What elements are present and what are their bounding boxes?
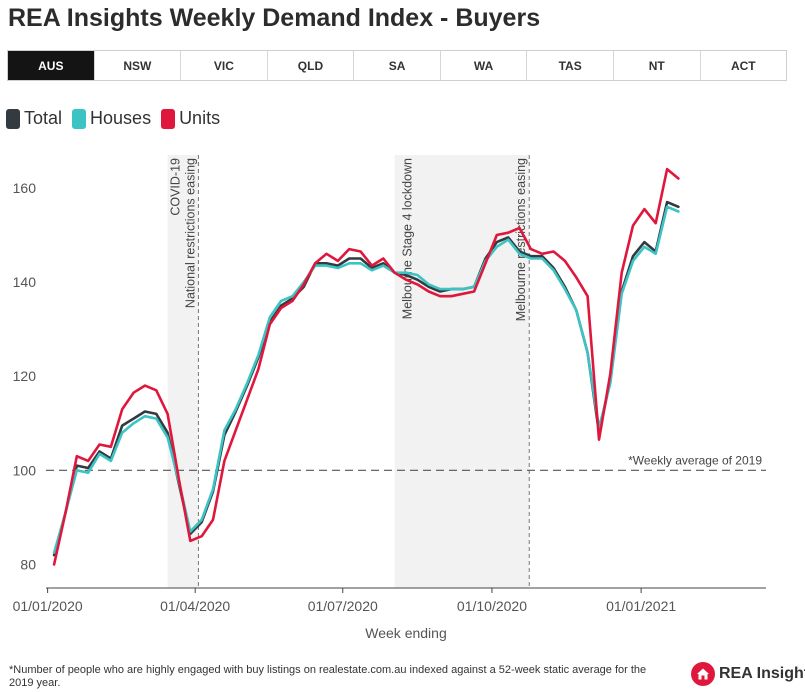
tab-nsw[interactable]: NSW: [95, 51, 182, 80]
chart-legend: Total Houses Units: [6, 108, 230, 129]
series-line-total: [52, 200, 680, 557]
event-label-2: Melbourne Stage 4 lockdown: [401, 158, 415, 319]
reference-line: *Weekly average of 2019: [46, 453, 766, 471]
legend-label-units: Units: [179, 108, 221, 128]
footnote: *Number of people who are highly engaged…: [9, 664, 647, 689]
state-tabs: AUS NSW VIC QLD SA WA TAS NT ACT: [7, 50, 787, 81]
y-tick-label: 160: [13, 180, 37, 196]
legend-item-total[interactable]: Total: [6, 108, 62, 129]
tab-tas[interactable]: TAS: [527, 51, 614, 80]
shaded-period-0: [167, 155, 199, 588]
tab-aus[interactable]: AUS: [8, 51, 95, 80]
event-label-line: COVID-19: [168, 158, 182, 216]
series-line-houses: [52, 205, 680, 555]
tab-nt[interactable]: NT: [614, 51, 701, 80]
tab-qld[interactable]: QLD: [268, 51, 355, 80]
event-label-line: Melbourne restrictions easing: [514, 158, 528, 321]
legend-swatch-houses: [72, 108, 87, 129]
shaded-periods: [167, 155, 530, 588]
x-axis-label: Week ending: [365, 625, 446, 641]
x-tick-label: 01/01/2021: [606, 598, 676, 614]
tab-vic[interactable]: VIC: [181, 51, 268, 80]
reference-line-label: *Weekly average of 2019: [628, 453, 762, 467]
event-label-1: Melbourne restrictions easing: [514, 158, 528, 321]
brand-name: REA Insights: [719, 665, 805, 682]
x-tick-label: 01/10/2020: [457, 598, 527, 614]
page-title: REA Insights Weekly Demand Index - Buyer…: [8, 4, 541, 32]
legend-item-units[interactable]: Units: [161, 108, 220, 129]
y-tick-label: 140: [13, 274, 37, 290]
x-tick-label: 01/04/2020: [160, 598, 230, 614]
y-tick-label: 100: [13, 462, 37, 478]
demand-index-chart: 80 100 120 140 160 COVID-19National restrict…: [13, 155, 766, 641]
legend-label-total: Total: [24, 108, 63, 128]
y-axis: 80 100 120 140 160: [13, 180, 37, 573]
event-label-0: COVID-19National restrictions easing: [168, 158, 197, 308]
legend-label-houses: Houses: [90, 108, 152, 128]
x-tick-label: 01/01/2020: [13, 598, 83, 614]
event-label-line: Melbourne Stage 4 lockdown: [401, 158, 415, 319]
series-lines: [52, 167, 680, 566]
legend-swatch-total: [6, 108, 20, 129]
series-line-units: [52, 167, 680, 566]
rea-house-icon: [691, 662, 715, 686]
y-tick-label: 80: [20, 556, 36, 572]
legend-swatch-units: [161, 108, 176, 129]
tab-wa[interactable]: WA: [441, 51, 528, 80]
y-tick-label: 120: [13, 368, 37, 384]
legend-item-houses[interactable]: Houses: [72, 108, 151, 129]
tab-sa[interactable]: SA: [354, 51, 441, 80]
event-label-line: National restrictions easing: [183, 158, 197, 308]
shaded-period-1: [394, 155, 530, 588]
tab-act[interactable]: ACT: [730, 58, 756, 73]
x-tick-label: 01/07/2020: [308, 598, 378, 614]
brand-logo: REA Insights: [691, 662, 805, 686]
x-axis: Week ending 01/01/2020 01/04/2020 01/07/20…: [13, 587, 766, 641]
